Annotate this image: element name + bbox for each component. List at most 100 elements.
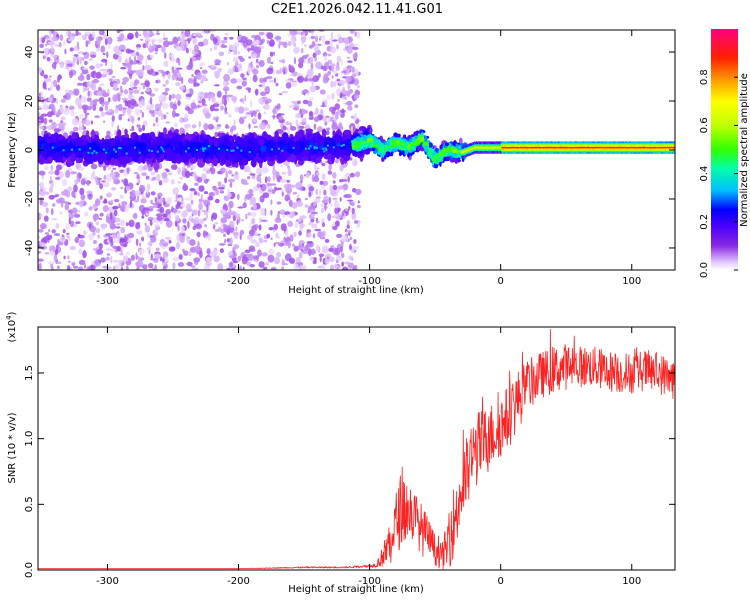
heatmap-cell — [216, 124, 222, 127]
heatmap-cell — [77, 234, 81, 237]
heatmap-cell — [254, 109, 260, 112]
heatmap-cell — [62, 229, 66, 234]
heatmap-cell — [67, 167, 73, 171]
heatmap-cell — [147, 241, 153, 247]
heatmap-cell — [121, 97, 129, 101]
heatmap-cell — [53, 128, 61, 133]
heatmap-cell — [114, 159, 120, 165]
heatmap-cell — [124, 100, 128, 107]
heatmap-cell — [330, 264, 334, 270]
heatmap-cell — [226, 148, 229, 151]
heatmap-cell — [135, 238, 139, 246]
heatmap-cell — [276, 154, 284, 160]
heatmap-cell — [227, 155, 234, 160]
heatmap-cell — [140, 38, 144, 41]
heatmap-cell — [250, 211, 257, 217]
heatmap-cell — [324, 121, 328, 126]
heatmap-cell — [65, 223, 70, 230]
heatmap-cell — [286, 179, 290, 183]
heatmap-cell — [213, 255, 220, 263]
heatmap-cell — [299, 251, 303, 259]
heatmap-cell — [82, 56, 85, 61]
heatmap-cell — [174, 215, 180, 222]
heatmap-cell — [142, 43, 147, 49]
heatmap-cell — [89, 65, 95, 70]
heatmap-cell — [179, 176, 184, 180]
heatmap-cell — [111, 187, 116, 191]
heatmap-cell — [222, 223, 227, 228]
heatmap-cell — [163, 127, 167, 135]
heatmap-cell — [248, 56, 252, 59]
heatmap-cell — [270, 199, 273, 205]
heatmap-cell — [289, 154, 296, 163]
heatmap-cell — [94, 146, 101, 153]
heatmap-cell — [342, 144, 345, 146]
heatmap-cell — [237, 255, 242, 262]
heatmap-cell — [228, 100, 231, 103]
heatmap-cell — [185, 47, 189, 54]
heatmap-cell — [249, 173, 256, 176]
heatmap-cell — [164, 218, 170, 221]
heatmap-cell — [192, 36, 196, 39]
heatmap-cell — [247, 253, 254, 261]
heatmap-cell — [74, 137, 79, 147]
heatmap-cell — [123, 178, 129, 187]
heatmap-cell — [142, 30, 147, 36]
heatmap-cell — [39, 242, 47, 247]
heatmap-cell — [106, 135, 111, 139]
heatmap-cell — [171, 66, 174, 74]
heatmap-cell — [92, 31, 96, 38]
heatmap-cell — [69, 140, 73, 150]
heatmap-cell — [187, 251, 192, 257]
heatmap-cell — [249, 222, 252, 229]
heatmap-cell — [55, 233, 60, 237]
heatmap-cell — [180, 225, 185, 234]
heatmap-cell — [184, 170, 191, 179]
heatmap-cell — [312, 52, 317, 59]
heatmap-cell — [279, 209, 286, 215]
heatmap-cell — [274, 217, 282, 223]
heatmap-cell — [149, 103, 155, 109]
heatmap-cell — [114, 108, 119, 114]
heatmap-cell — [306, 241, 314, 244]
heatmap-cell — [243, 165, 251, 173]
heatmap-cell — [143, 207, 150, 211]
heatmap-cell — [105, 256, 110, 261]
heatmap-cell — [68, 217, 71, 225]
heatmap-cell — [204, 224, 208, 228]
heatmap-cell — [231, 95, 238, 102]
heatmap-cell — [70, 171, 78, 174]
heatmap-cell — [155, 173, 161, 182]
heatmap-cell — [330, 81, 334, 88]
heatmap-cell — [152, 39, 155, 48]
heatmap-cell — [233, 232, 239, 240]
heatmap-cell — [165, 87, 170, 92]
heatmap-cell — [160, 146, 163, 149]
heatmap-cell — [40, 72, 44, 75]
heatmap-cell — [212, 224, 216, 230]
heatmap-cell — [321, 263, 326, 270]
heatmap-cell — [191, 209, 198, 216]
heatmap-cell — [79, 113, 84, 119]
heatmap-cell — [241, 219, 245, 222]
heatmap-cell — [288, 184, 296, 189]
heatmap-cell — [304, 76, 308, 81]
heatmap-cell — [134, 134, 139, 142]
heatmap-cell — [340, 58, 343, 66]
heatmap-cell — [250, 100, 253, 108]
heatmap-cell — [185, 106, 191, 111]
heatmap-cell — [191, 267, 199, 270]
heatmap-cell — [38, 112, 41, 117]
heatmap-cell — [291, 101, 298, 104]
heatmap-cell — [207, 196, 214, 201]
heatmap-cell — [156, 216, 163, 222]
heatmap-cell — [274, 242, 281, 245]
heatmap-cell — [336, 55, 341, 63]
heatmap-cell — [293, 57, 297, 65]
heatmap-cell — [196, 149, 198, 151]
heatmap-cell — [113, 265, 116, 270]
heatmap-cell — [121, 127, 124, 135]
heatmap-cell — [333, 70, 337, 75]
heatmap-cell — [172, 103, 178, 111]
heatmap-cell — [252, 74, 258, 83]
